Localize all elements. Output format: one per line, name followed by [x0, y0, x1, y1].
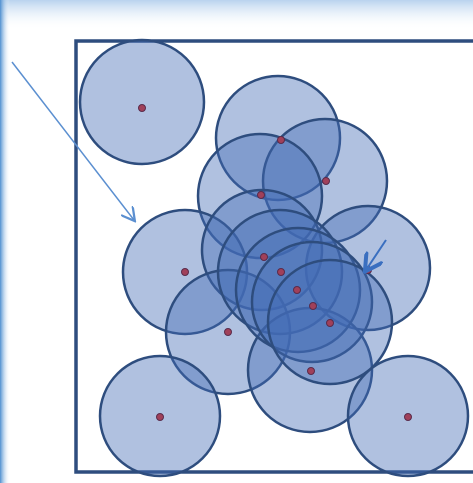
center-dot — [307, 367, 315, 375]
left-band — [0, 0, 10, 483]
top-band — [0, 0, 473, 30]
center-dot — [322, 177, 330, 185]
center-dot — [277, 136, 285, 144]
center-dot — [293, 286, 301, 294]
center-dot — [257, 191, 265, 199]
center-dot — [224, 328, 232, 336]
center-dot — [277, 268, 285, 276]
circle — [200, 188, 324, 312]
center-dot — [138, 104, 146, 112]
center-dot — [326, 319, 334, 327]
center-dot — [404, 413, 412, 421]
arrow — [11, 61, 134, 220]
circles — [78, 38, 470, 478]
center-dot — [260, 253, 268, 261]
center-dot — [181, 268, 189, 276]
circle — [78, 38, 206, 166]
center-dot — [156, 413, 164, 421]
arrow — [366, 239, 387, 270]
center-dot — [309, 302, 317, 310]
